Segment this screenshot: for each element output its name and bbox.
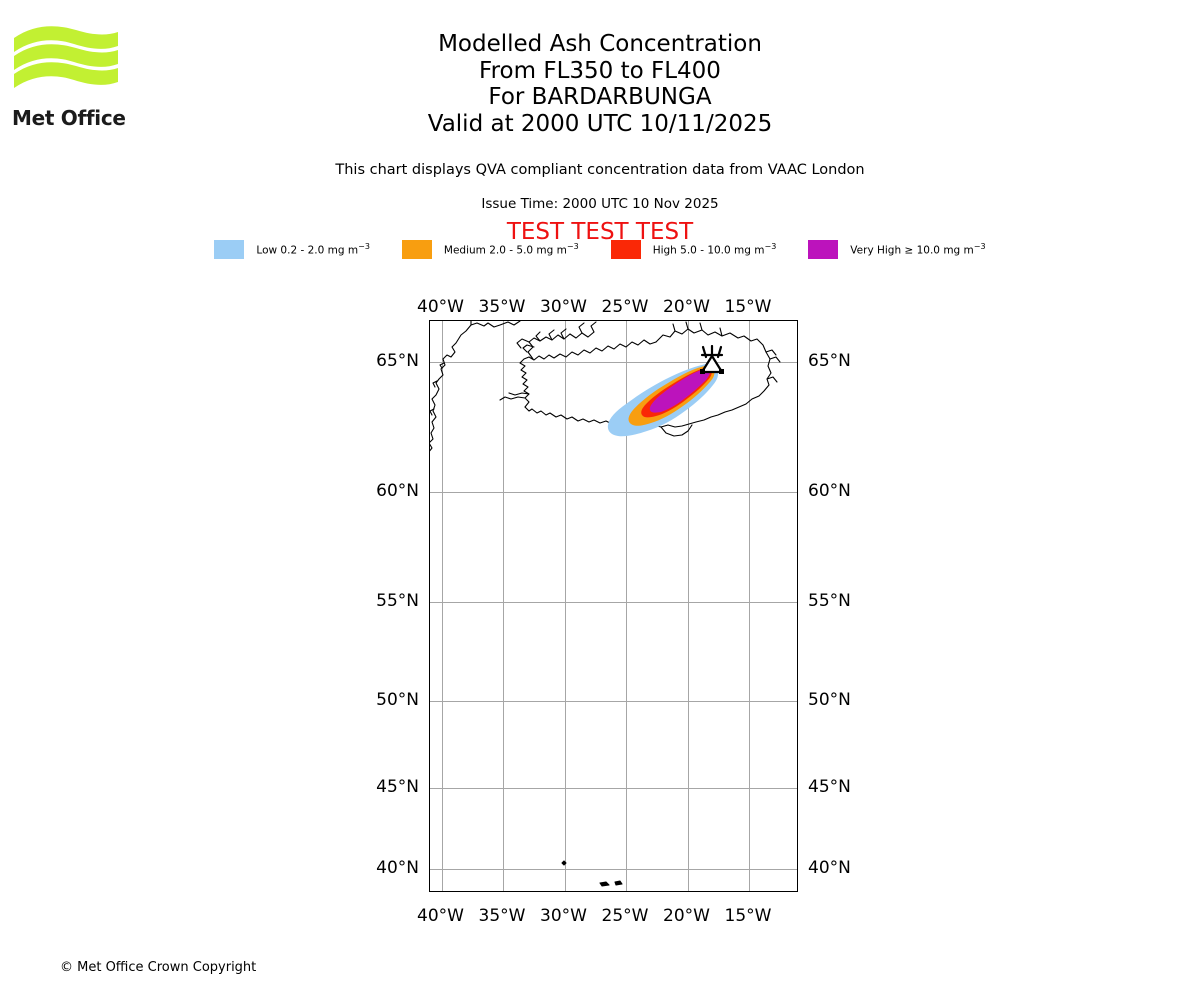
tick-bottom-5: 15°W	[724, 906, 772, 926]
gridline-lat-40n	[430, 869, 797, 870]
legend-high-label: High 5.0 - 10.0 mg m−3	[652, 242, 777, 257]
gridline-lat-60n	[430, 491, 797, 493]
tick-right-55n: 55°N	[808, 591, 851, 612]
tick-right-40n: 40°N	[808, 858, 851, 878]
coastline-layer	[430, 321, 781, 887]
legend-very-high-swatch	[808, 240, 839, 259]
qva-disclaimer: This chart displays QVA compliant concen…	[335, 162, 865, 178]
map-frame	[429, 320, 798, 892]
gridline-lon-15w	[749, 321, 750, 891]
tick-bottom-1: 35°W	[478, 906, 526, 926]
tick-top-2: 30°W	[540, 297, 587, 317]
tick-right-65n: 65°N	[808, 350, 851, 371]
tick-left-65n: 65°N	[376, 350, 419, 371]
legend-low-label: Low 0.2 - 2.0 mg m−3	[256, 242, 370, 257]
tick-top-0: 40°W	[417, 297, 464, 317]
gridline-lat-65n	[430, 361, 797, 363]
legend-medium: Medium 2.0 - 5.0 mg m−3	[401, 240, 579, 259]
issue-time: Issue Time: 2000 UTC 10 Nov 2025	[481, 196, 719, 212]
tick-bottom-4: 20°W	[663, 906, 710, 926]
legend-high-swatch	[610, 240, 641, 259]
legend-low-swatch	[214, 240, 245, 259]
legend-high-exponent: −3	[764, 242, 777, 252]
tick-left-40n: 40°N	[376, 858, 419, 878]
met-office-logo-text: Met Office	[12, 106, 126, 130]
tick-right-45n: 45°N	[808, 777, 851, 798]
legend-low-exponent: −3	[358, 242, 370, 252]
volcano-marker-icon[interactable]	[695, 345, 729, 375]
tick-right-60n: 60°N	[808, 480, 851, 501]
legend-low: Low 0.2 - 2.0 mg m−3	[214, 240, 370, 259]
tick-left-45n: 45°N	[376, 777, 419, 798]
met-office-wave-mark	[14, 26, 118, 88]
tick-top-3: 25°W	[601, 297, 649, 317]
gridline-lat-45n	[430, 788, 797, 790]
ash-plume-contours	[607, 363, 719, 437]
gridline-lat-50n	[430, 701, 797, 702]
tick-top-4: 20°W	[663, 297, 710, 317]
met-office-logo: Met Office	[12, 22, 132, 130]
gridline-lon-30w	[564, 321, 566, 891]
chart-header: Modelled Ash Concentration From FL350 to…	[0, 0, 1200, 245]
gridline-lon-40w	[441, 321, 443, 891]
legend-medium-label: Medium 2.0 - 5.0 mg m−3	[443, 242, 579, 257]
flight-level-line: From FL350 to FL400	[479, 57, 721, 84]
valid-time-line: Valid at 2000 UTC 10/11/2025	[427, 110, 773, 137]
page-title: Modelled Ash Concentration	[438, 31, 762, 57]
legend-very-high: Very High ≥ 10.0 mg m−3	[808, 240, 986, 259]
volcano-name-line: For BARDARBUNGA	[488, 84, 712, 110]
test-banner: TEST TEST TEST	[506, 219, 694, 245]
legend-high: High 5.0 - 10.0 mg m−3	[610, 240, 777, 259]
legend-very-high-exponent: −3	[973, 242, 986, 252]
tick-top-1: 35°W	[478, 297, 526, 317]
tick-left-60n: 60°N	[376, 480, 419, 501]
gridline-lon-35w	[503, 321, 504, 891]
concentration-legend: Low 0.2 - 2.0 mg m−3 Medium 2.0 - 5.0 mg …	[0, 240, 1200, 259]
legend-very-high-label: Very High ≥ 10.0 mg m−3	[850, 242, 986, 257]
gridline-lon-25w	[626, 321, 627, 891]
tick-bottom-0: 40°W	[417, 906, 464, 926]
tick-left-50n: 50°N	[376, 690, 419, 710]
legend-medium-swatch	[401, 240, 432, 259]
copyright-notice: © Met Office Crown Copyright	[60, 960, 257, 975]
gridline-lat-55n	[430, 602, 797, 604]
tick-top-5: 15°W	[724, 297, 772, 317]
legend-medium-exponent: −3	[566, 242, 579, 252]
tick-bottom-3: 25°W	[601, 906, 649, 926]
ash-concentration-map[interactable]: 40°W 35°W 30°W 25°W 20°W 15°W 40°W 35°W …	[376, 297, 851, 926]
tick-bottom-2: 30°W	[540, 906, 587, 926]
tick-right-50n: 50°N	[808, 690, 851, 710]
gridline-lon-20w	[687, 321, 689, 891]
plume-contour-very-high	[649, 368, 710, 413]
tick-left-55n: 55°N	[376, 591, 419, 612]
